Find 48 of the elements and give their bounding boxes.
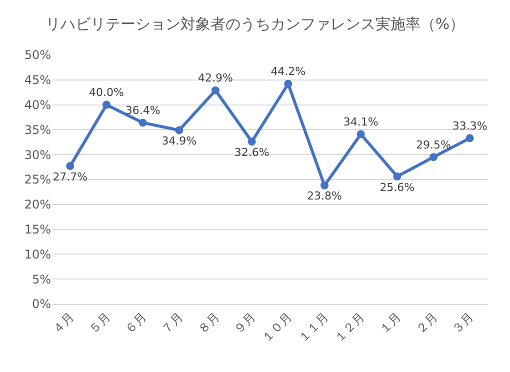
y-tick-label: 40% (24, 98, 51, 112)
data-label: 40.0% (89, 86, 124, 100)
chart-title: リハビリテーション対象者のうちカンファレンス実施率（%） (45, 15, 465, 34)
y-tick-label: 45% (24, 73, 51, 88)
y-tick-label: 35% (24, 122, 51, 137)
y-tick-label: 10% (24, 247, 51, 262)
point (212, 86, 220, 94)
data-label: 36.4% (125, 104, 160, 117)
data-label: 44.2% (270, 65, 306, 78)
point (284, 80, 292, 88)
x-tick-label: １２月 (332, 310, 368, 346)
y-tick-label: 25% (24, 172, 51, 187)
point (66, 162, 74, 170)
x-tick-label: ７月 (158, 310, 186, 337)
data-label: 23.8% (307, 190, 342, 203)
x-tick-label: １０月 (259, 310, 295, 346)
data-label: 27.7% (52, 170, 88, 184)
y-tick-label: 50% (24, 48, 51, 62)
x-tick-label: ９月 (231, 310, 258, 337)
point (466, 134, 474, 142)
x-tick-label: ６月 (122, 310, 150, 337)
data-label: 29.5% (416, 138, 451, 152)
data-label: 33.3% (452, 119, 488, 132)
data-label: 32.6% (234, 146, 270, 159)
x-tick-label: ８月 (194, 310, 222, 337)
point (393, 172, 402, 181)
x-tick-label: ４月 (50, 310, 77, 337)
x-tick-label: ３月 (449, 310, 476, 337)
data-label: 42.9% (198, 72, 233, 85)
y-tick-label: 5% (32, 272, 51, 286)
point (320, 181, 328, 190)
point (430, 153, 438, 162)
data-label: 25.6% (380, 180, 415, 194)
data-label: 34.9% (162, 134, 197, 148)
x-tick-label: ５月 (86, 310, 113, 337)
y-tick-label: 0% (32, 297, 51, 312)
y-tick-label: 15% (24, 222, 51, 236)
y-tick-label: 20% (24, 198, 51, 212)
x-tick-label: １１月 (296, 310, 331, 346)
point (356, 130, 365, 138)
y-tick-label: 30% (24, 148, 51, 162)
point (102, 100, 110, 109)
point (138, 118, 147, 127)
point (248, 138, 256, 146)
point (175, 126, 184, 134)
x-tick-label: １月 (376, 310, 404, 337)
data-label: 34.1% (343, 115, 378, 128)
x-tick-label: ２月 (412, 310, 440, 337)
